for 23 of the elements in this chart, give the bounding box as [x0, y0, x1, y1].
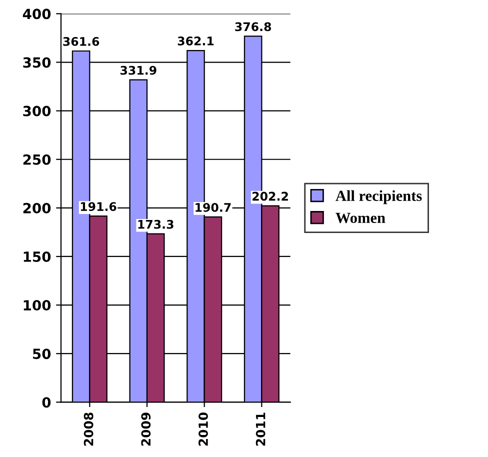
- data-label: 362.1: [178, 36, 214, 46]
- data-label: 331.9: [120, 66, 156, 75]
- data-label: 361.6: [63, 37, 100, 46]
- y-tick-label: 150: [24, 251, 51, 262]
- y-tick-label: 200: [23, 202, 51, 214]
- y-tick-label: 50: [33, 348, 51, 360]
- y-tick-label: 300: [23, 106, 51, 116]
- data-label: 202.2: [252, 192, 288, 201]
- x-tick-label: 2011: [256, 412, 266, 446]
- y-tick-label: 250: [23, 154, 51, 165]
- y-tick-label: 350: [23, 57, 51, 68]
- data-label: 376.8: [235, 22, 272, 32]
- legend-label: Women: [336, 212, 386, 224]
- y-tick-label: 400: [22, 8, 51, 20]
- x-tick-label: 2009: [141, 412, 151, 446]
- y-tick-label: 100: [24, 300, 51, 311]
- legend-label: All recipients: [336, 190, 422, 204]
- x-tick-label: 2008: [84, 412, 94, 446]
- data-label: 191.6: [80, 202, 116, 212]
- data-label: 173.3: [138, 220, 174, 229]
- data-label: 190.7: [196, 202, 231, 212]
- y-tick-label: 0: [42, 397, 51, 408]
- x-tick-label: 2010: [198, 412, 208, 446]
